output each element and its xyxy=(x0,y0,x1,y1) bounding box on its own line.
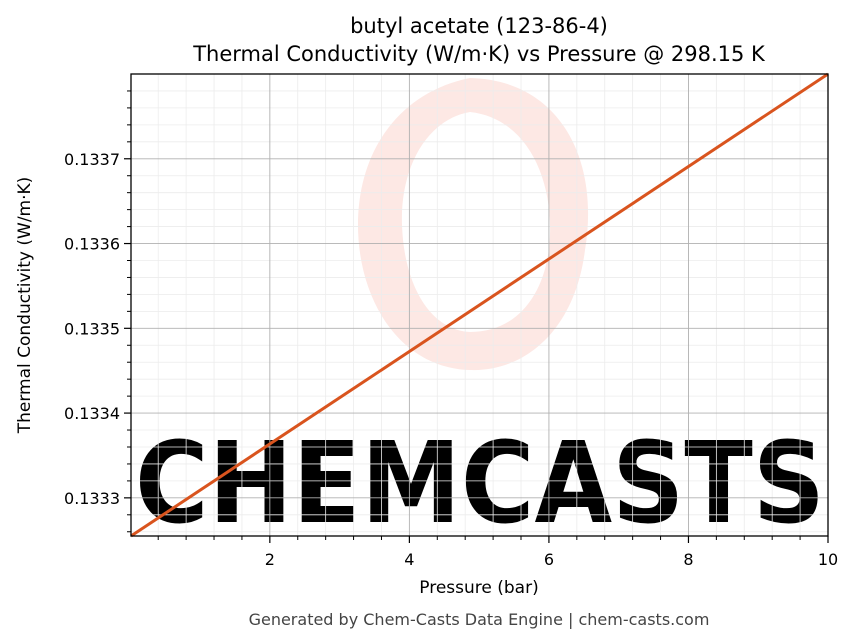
watermark: CHEMCASTS xyxy=(135,78,825,549)
plot-frame xyxy=(130,73,829,537)
y-tick-label: 0.1335 xyxy=(64,319,120,338)
chart-title: butyl acetate (123-86-4) xyxy=(350,14,608,38)
ticks: 2 4 6 8 10 0.1333 0.1334 0.1335 0.1336 0.1337 xyxy=(64,90,838,569)
x-tick-label: 10 xyxy=(818,550,838,569)
y-tick-label: 0.1337 xyxy=(64,150,120,169)
x-tick-label: 6 xyxy=(544,550,554,569)
series-line xyxy=(130,72,829,538)
chart-subtitle: Thermal Conductivity (W/m·K) vs Pressure… xyxy=(192,42,766,66)
x-tick-label: 2 xyxy=(265,550,275,569)
series-layer xyxy=(130,72,829,538)
minor-grid xyxy=(131,74,828,536)
x-tick-label: 8 xyxy=(683,550,693,569)
x-tick-label: 4 xyxy=(404,550,414,569)
y-tick-label: 0.1336 xyxy=(64,235,120,254)
y-tick-label: 0.1334 xyxy=(64,404,120,423)
watermark-text: CHEMCASTS xyxy=(135,419,825,549)
watermark-swirl xyxy=(358,78,589,371)
y-tick-label: 0.1333 xyxy=(64,489,120,508)
footer-credit: Generated by Chem-Casts Data Engine | ch… xyxy=(249,610,710,629)
y-axis-label: Thermal Conductivity (W/m·K) xyxy=(15,177,35,435)
x-axis-label: Pressure (bar) xyxy=(419,578,538,598)
